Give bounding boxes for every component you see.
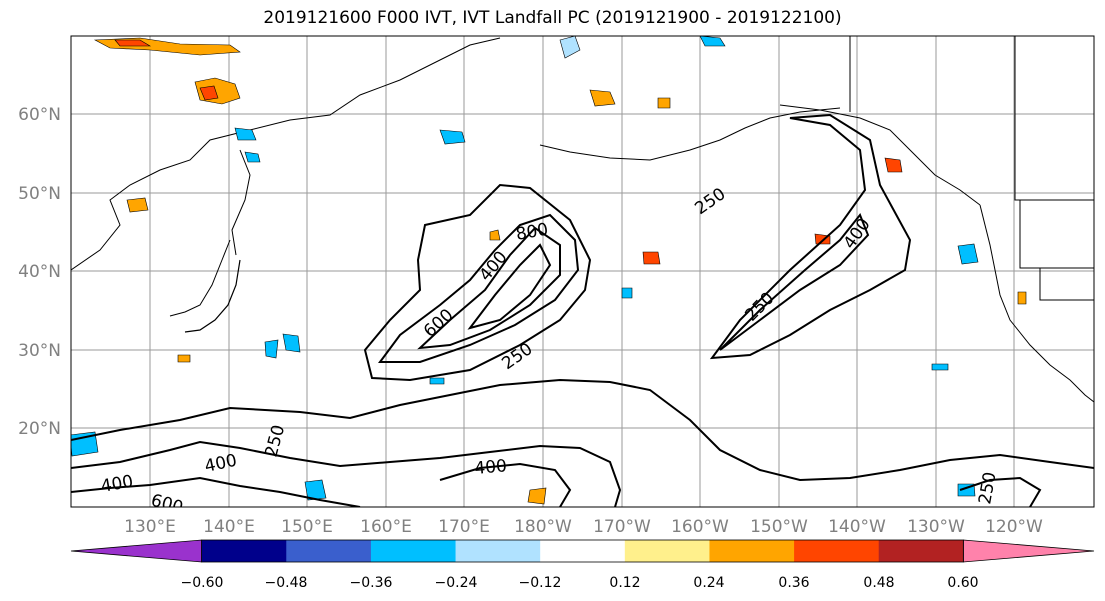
- colorbar-tick-label: 0.24: [693, 575, 724, 591]
- lon-label: 130°W: [907, 517, 965, 537]
- colorbar-swatch: [201, 540, 287, 562]
- lon-label: 120°W: [985, 517, 1043, 537]
- lat-label: 60°N: [18, 105, 61, 125]
- colorbar-swatch: [794, 540, 880, 562]
- shaded-pc-patches: [71, 36, 1027, 505]
- colorbar: [70, 539, 1095, 563]
- colorbar-swatch: [540, 540, 626, 562]
- colorbar-swatch: [878, 540, 964, 562]
- gridlines: [71, 36, 1094, 507]
- lon-label: 180°W: [514, 517, 572, 537]
- plot-frame: [70, 35, 1095, 508]
- lat-label: 40°N: [18, 262, 61, 282]
- coastlines: [71, 36, 1094, 403]
- lat-label: 20°N: [18, 419, 61, 439]
- colorbar-swatch: [286, 540, 372, 562]
- lon-label: 160°W: [671, 517, 729, 537]
- lon-label: 160°E: [360, 517, 412, 537]
- colorbar-tick-label: 0.60: [947, 575, 978, 591]
- lon-axis-labels: 130°E 140°E 150°E 160°E 170°E 180°W 170°…: [124, 517, 1043, 537]
- lon-label: 130°E: [124, 517, 176, 537]
- chart-title: 2019121600 F000 IVT, IVT Landfall PC (20…: [263, 8, 842, 28]
- ivt-contours: [71, 113, 1094, 507]
- colorbar-tick-label: −0.48: [265, 575, 308, 591]
- contour-label: 400: [474, 456, 508, 479]
- colorbar-swatch: [624, 540, 710, 562]
- colorbar-tick-labels: −0.60 −0.48 −0.36 −0.24 −0.12 0.12 0.24 …: [181, 575, 979, 591]
- colorbar-tick-label: −0.60: [181, 575, 224, 591]
- lon-label: 140°W: [828, 517, 886, 537]
- lon-label: 150°W: [750, 517, 808, 537]
- colorbar-tick-label: −0.12: [519, 575, 562, 591]
- colorbar-frame: [201, 539, 964, 563]
- colorbar-tick-label: −0.36: [350, 575, 393, 591]
- lon-label: 170°E: [438, 517, 490, 537]
- lat-label: 30°N: [18, 341, 61, 361]
- lon-label: 170°W: [593, 517, 651, 537]
- colorbar-tick-label: 0.36: [778, 575, 809, 591]
- colorbar-swatch: [709, 540, 795, 562]
- colorbar-tick-label: 0.12: [609, 575, 640, 591]
- colorbar-swatch: [370, 540, 457, 562]
- colorbar-extend-min: [70, 539, 203, 563]
- lat-label: 50°N: [18, 184, 61, 204]
- colorbar-tick-label: −0.24: [435, 575, 478, 591]
- lon-label: 150°E: [281, 517, 333, 537]
- colorbar-extend-max: [962, 539, 1095, 563]
- colorbar-tick-label: 0.48: [863, 575, 894, 591]
- colorbar-swatch: [455, 540, 541, 562]
- lon-label: 140°E: [203, 517, 255, 537]
- lat-axis-labels: 60°N 50°N 40°N 30°N 20°N: [18, 105, 61, 439]
